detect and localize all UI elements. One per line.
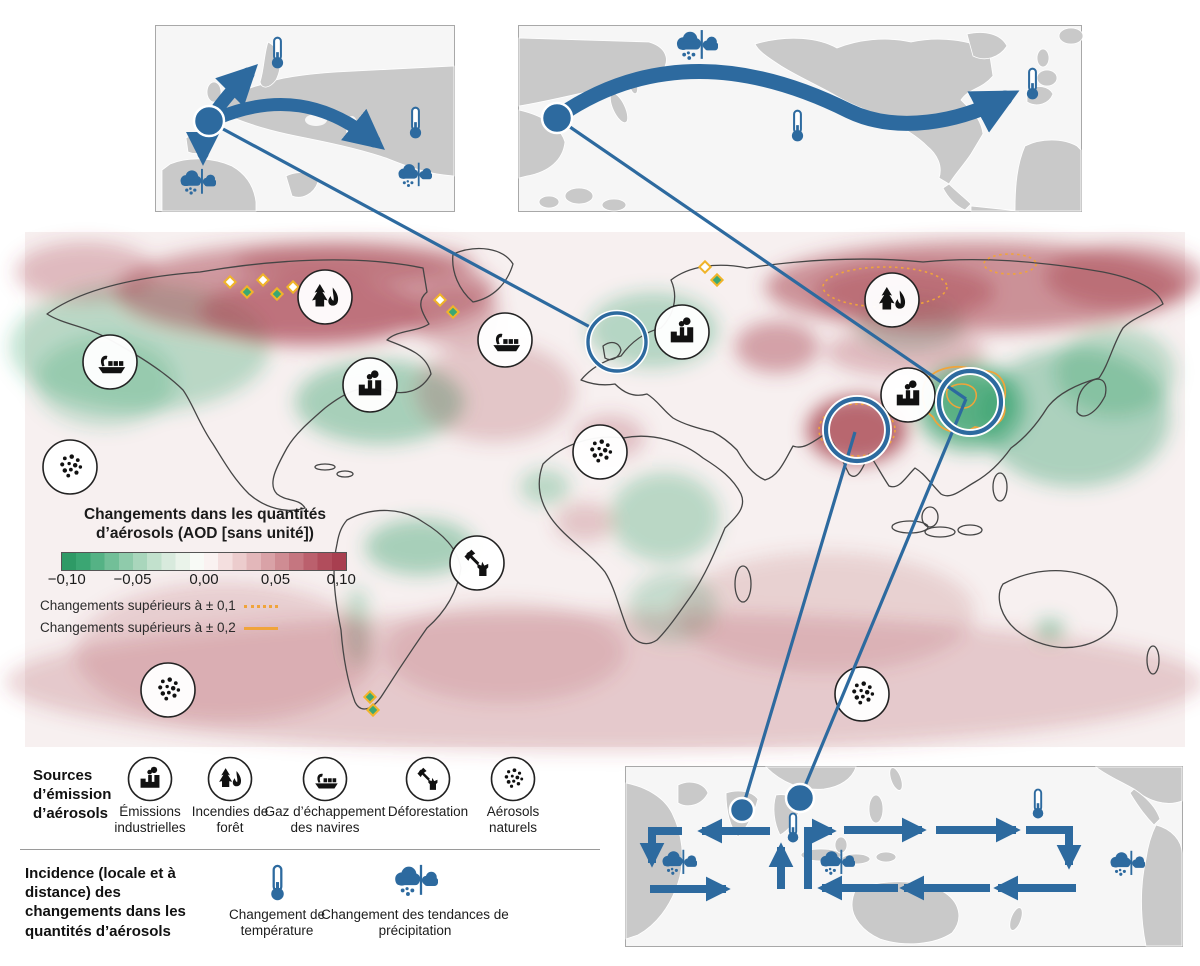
ship-exhaust-icon — [302, 756, 348, 802]
threshold-dotted-label: Changements supérieurs à ± 0,1 — [40, 597, 236, 613]
dotted-contour-swatch — [243, 604, 278, 608]
transpacific-arrow — [551, 64, 1020, 133]
forest-fire-icon — [207, 756, 253, 802]
source-item-label: Déforestation — [387, 804, 469, 819]
impacts-legend-icons — [270, 864, 438, 902]
natural-aerosols-icon — [834, 666, 890, 722]
impacts-legend-title: Incidence (locale et à distance) des cha… — [25, 865, 186, 940]
source-item-label: Incendies de forêt — [191, 804, 269, 835]
temperature-change-icon — [790, 109, 805, 143]
legend-divider — [20, 849, 600, 850]
aod-legend-title-line1: Changements dans les quantités — [83, 506, 327, 523]
tick-label: −0,05 — [113, 570, 152, 588]
aod-legend-title-line2: d’aérosols (AOD [sans unité]) — [96, 524, 314, 542]
precipitation-change-label: Changement des tendances de précipitatio… — [321, 907, 509, 938]
natural-aerosols-icon — [140, 662, 196, 718]
temperature-change-icon — [786, 812, 800, 844]
circulation-arrows — [639, 817, 1082, 902]
tick-label: −0,10 — [47, 570, 86, 588]
sources-legend-title: Sources d’émission d’aérosols — [33, 767, 112, 823]
temperature-change-icon — [1025, 67, 1040, 101]
precipitation-change-icon — [395, 864, 438, 896]
solid-contour-swatch — [243, 626, 278, 630]
sources-legend-icons — [127, 756, 536, 802]
source-item-label: Émissions industrielles — [114, 804, 186, 835]
precipitation-change-icon — [676, 30, 718, 60]
threshold-solid-label: Changements supérieurs à ± 0,2 — [40, 619, 236, 635]
natural-aerosols-icon — [490, 756, 536, 802]
source-item-label: Aérosols naturels — [486, 804, 540, 835]
deforestation-icon — [449, 535, 505, 591]
temperature-change-icon — [1031, 788, 1045, 820]
temperature-change-icon — [270, 864, 285, 902]
ship-exhaust-icon — [82, 334, 138, 390]
source-item-label: Gaz d’échappement des navires — [264, 804, 386, 835]
temperature-change-label: Changement de température — [228, 907, 326, 938]
aod-colorbar-ticks: −0,10 −0,05 0,00 0,05 0,10 — [48, 570, 356, 589]
threshold-solid-row: Changements supérieurs à ± 0,2 — [40, 620, 377, 635]
tick-label: 0,05 — [260, 570, 291, 588]
threshold-dotted-row: Changements supérieurs à ± 0,1 — [40, 598, 377, 613]
inset-map-indian-ocean — [625, 766, 1183, 947]
deforestation-icon — [405, 756, 451, 802]
industrial-emissions-icon — [342, 357, 398, 413]
inset-indian-ocean-canvas — [625, 766, 1183, 947]
natural-aerosols-icon — [572, 424, 628, 480]
inset-indian-ocean-landmasses — [625, 766, 1183, 947]
industrial-emissions-icon — [880, 367, 936, 423]
precipitation-change-icon — [1110, 850, 1145, 876]
forest-fire-icon — [864, 272, 920, 328]
aod-colorbar — [61, 551, 347, 571]
natural-aerosols-icon — [42, 439, 98, 495]
industrial-emissions-icon — [654, 304, 710, 360]
aod-legend: Changements dans les quantités d’aérosol… — [33, 506, 377, 635]
tick-label: 0,10 — [326, 570, 356, 588]
tick-label: 0,00 — [189, 570, 219, 588]
industrial-emissions-icon — [127, 756, 173, 802]
